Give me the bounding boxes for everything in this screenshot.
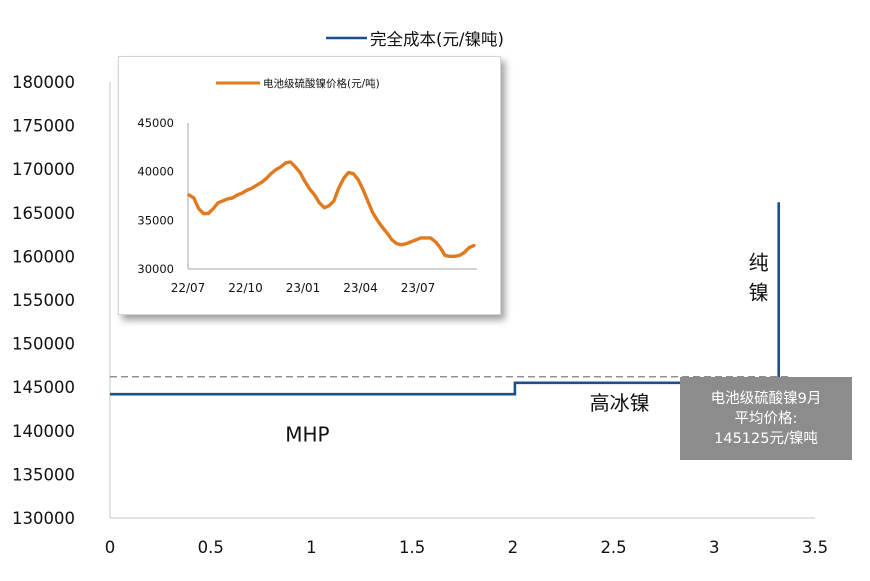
- inset-x-tick-labels: 22/07 22/10 23/01 23/04 23/07: [171, 281, 436, 295]
- x-tick-label: 1.5: [399, 538, 425, 557]
- x-tick-label: 2.5: [600, 538, 626, 557]
- y-tick-label: 145000: [12, 378, 75, 397]
- high-ice-nickel-label: 高冰镍: [590, 391, 650, 415]
- legend: 完全成本(元/镍吨): [326, 30, 504, 49]
- x-tick-label: 2: [508, 538, 519, 557]
- y-tick-label: 160000: [12, 247, 75, 266]
- inset-chart: 电池级硫酸镍价格(元/吨) 30000 35000 40000 45000 22/07…: [137, 77, 477, 295]
- annotation-line-3: 145125元/镍吨: [714, 430, 818, 447]
- legend-label: 完全成本(元/镍吨): [370, 30, 504, 49]
- cost-series-line: [110, 202, 780, 396]
- x-tick-labels: 0 0.5 1 1.5 2 2.5 3 3.5: [105, 538, 828, 557]
- annotation-line-1: 电池级硫酸镍9月: [710, 390, 822, 407]
- x-tick-label: 3.5: [802, 538, 828, 557]
- x-tick-label: 1: [306, 538, 317, 557]
- annotation-line-2: 平均价格:: [734, 410, 798, 427]
- inset-y-tick-label: 35000: [137, 213, 174, 227]
- inset-x-tick-label: 22/10: [228, 281, 263, 295]
- pure-nickel-label: 纯镍: [749, 250, 769, 304]
- y-tick-label: 180000: [12, 73, 75, 92]
- y-tick-label: 135000: [12, 465, 75, 484]
- y-tick-labels: 130000 135000 140000 145000 150000 155000 1600…: [12, 73, 75, 528]
- y-tick-label: 130000: [12, 509, 75, 528]
- y-tick-label: 140000: [12, 422, 75, 441]
- inset-y-tick-label: 30000: [137, 262, 174, 276]
- inset-legend-label: 电池级硫酸镍价格(元/吨): [263, 77, 380, 90]
- y-tick-label: 165000: [12, 204, 75, 223]
- y-tick-label: 175000: [12, 117, 75, 136]
- x-tick-label: 0: [105, 538, 116, 557]
- inset-x-tick-label: 23/04: [343, 281, 378, 295]
- x-tick-label: 0.5: [198, 538, 224, 557]
- inset-x-tick-label: 23/01: [286, 281, 321, 295]
- mhp-label: MHP: [285, 422, 329, 446]
- price-annotation-box: 电池级硫酸镍9月 平均价格: 145125元/镍吨: [680, 377, 852, 460]
- inset-chart-panel: 电池级硫酸镍价格(元/吨) 30000 35000 40000 45000 22/07…: [118, 56, 501, 315]
- main-axes: [109, 82, 815, 519]
- nickel-sulfate-price-line: [187, 160, 476, 258]
- y-tick-label: 170000: [12, 160, 75, 179]
- y-tick-label: 155000: [12, 291, 75, 310]
- inset-y-tick-labels: 30000 35000 40000 45000: [137, 116, 174, 276]
- x-tick-label: 3: [709, 538, 720, 557]
- inset-x-tick-label: 23/07: [401, 281, 436, 295]
- inset-y-tick-label: 40000: [137, 165, 174, 179]
- inset-y-tick-label: 45000: [137, 116, 174, 130]
- inset-x-tick-label: 22/07: [171, 281, 206, 295]
- y-tick-label: 150000: [12, 335, 75, 354]
